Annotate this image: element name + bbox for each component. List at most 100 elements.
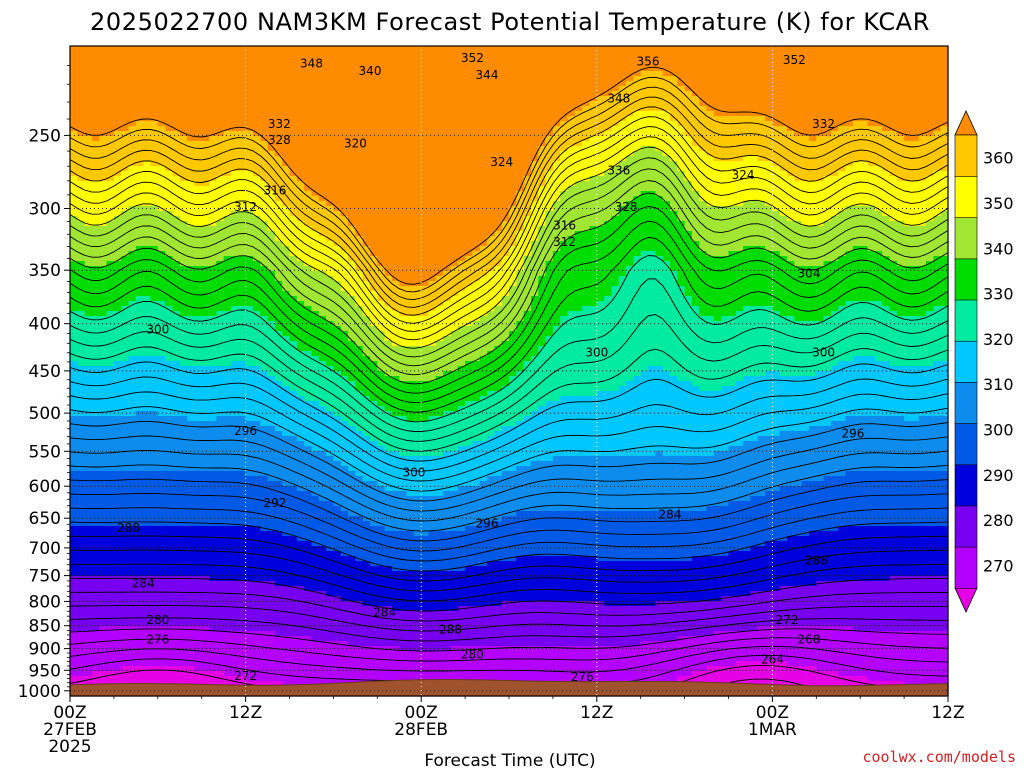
field-cell [399, 96, 408, 102]
field-cell [772, 76, 781, 82]
field-cell [816, 121, 825, 127]
field-cell [340, 101, 349, 107]
field-cell [487, 166, 495, 172]
field-cell [560, 46, 569, 52]
field-cell [428, 246, 437, 252]
field-cell [70, 101, 78, 107]
field-cell [604, 201, 613, 207]
field-cell [391, 221, 400, 227]
field-cell [443, 51, 452, 57]
field-cell [391, 216, 400, 222]
field-cell [626, 51, 634, 57]
field-cell [882, 191, 891, 197]
field-cell [443, 61, 452, 67]
field-cell [91, 91, 100, 97]
field-cell [735, 206, 744, 212]
field-cell [443, 181, 452, 187]
field-cell [801, 91, 810, 97]
field-cell [845, 76, 854, 82]
field-cell [699, 131, 708, 137]
field-cell [669, 241, 678, 247]
field-cell [787, 151, 795, 157]
field-cell [882, 91, 891, 97]
field-cell [487, 56, 495, 62]
field-cell [384, 126, 393, 132]
field-cell [509, 216, 517, 222]
field-cell [735, 56, 744, 62]
field-cell [384, 86, 393, 92]
field-cell [348, 156, 356, 162]
field-cell [457, 61, 466, 67]
field-cell [596, 66, 605, 72]
field-cell [348, 161, 356, 167]
field-cell [143, 221, 152, 227]
field-cell [604, 51, 613, 57]
field-cell [669, 206, 678, 212]
field-cell [106, 136, 115, 142]
field-cell [874, 166, 883, 172]
field-cell [560, 216, 569, 222]
field-cell [677, 141, 686, 147]
field-cell [530, 106, 539, 112]
field-cell [530, 141, 539, 147]
field-cell [479, 236, 488, 242]
field-cell [369, 136, 378, 142]
field-cell [106, 116, 115, 122]
field-cell [516, 121, 525, 127]
field-cell [165, 251, 174, 257]
field-cell [662, 221, 671, 227]
field-cell [516, 61, 525, 67]
field-cell [779, 81, 788, 87]
field-cell [369, 126, 378, 132]
field-cell [589, 56, 598, 62]
field-cell [165, 146, 174, 152]
field-cell [245, 101, 254, 107]
field-cell [296, 86, 305, 92]
field-cell [801, 186, 810, 192]
field-cell [618, 181, 627, 187]
field-cell [157, 126, 166, 132]
field-cell [918, 236, 927, 242]
field-cell [808, 46, 817, 52]
field-cell [362, 141, 371, 147]
field-cell [765, 216, 773, 222]
field-cell [589, 71, 598, 77]
field-cell [479, 241, 488, 247]
field-cell [765, 46, 773, 52]
field-cell [545, 206, 554, 212]
field-cell [779, 151, 788, 157]
field-cell [465, 161, 474, 167]
field-cell [84, 196, 93, 202]
field-cell [143, 86, 152, 92]
field-cell [626, 221, 634, 227]
field-cell [501, 146, 510, 152]
field-cell [282, 251, 291, 257]
field-cell [399, 206, 408, 212]
field-cell [435, 121, 444, 127]
field-cell [391, 91, 400, 97]
field-cell [362, 86, 371, 92]
field-cell [801, 96, 810, 102]
field-cell [538, 81, 547, 87]
field-cell [911, 146, 920, 152]
field-cell [735, 241, 744, 247]
field-cell [655, 116, 664, 122]
field-cell [457, 171, 466, 177]
field-cell [713, 236, 722, 242]
field-cell [245, 106, 254, 112]
field-cell [216, 91, 225, 97]
field-cell [377, 121, 386, 127]
field-cell [128, 86, 137, 92]
field-cell [648, 141, 656, 147]
field-cell [121, 201, 130, 207]
field-cell [340, 251, 349, 257]
field-cell [326, 231, 334, 237]
field-cell [816, 61, 825, 67]
field-cell [245, 251, 254, 257]
field-cell [648, 216, 656, 222]
field-cell [867, 121, 876, 127]
field-cell [340, 226, 349, 232]
field-cell [604, 226, 613, 232]
field-cell [904, 76, 913, 82]
field-cell [596, 61, 605, 67]
